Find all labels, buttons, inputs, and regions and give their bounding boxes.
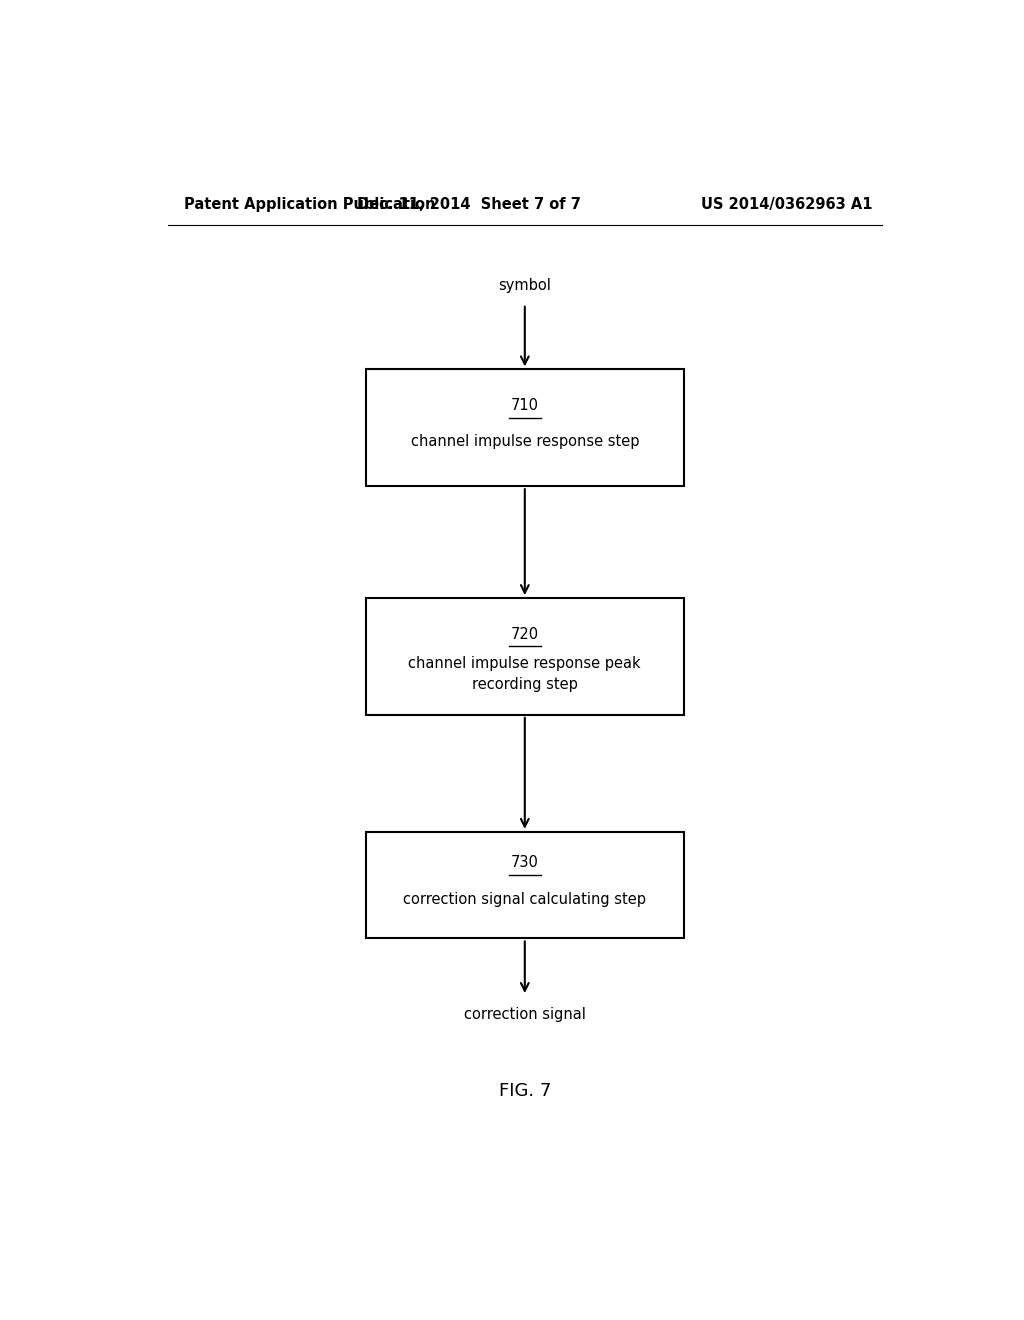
Bar — [367, 598, 684, 715]
Text: 730: 730 — [511, 855, 539, 870]
Text: US 2014/0362963 A1: US 2014/0362963 A1 — [701, 197, 872, 211]
Text: correction signal: correction signal — [464, 1007, 586, 1022]
Bar — [367, 370, 684, 486]
Text: correction signal calculating step: correction signal calculating step — [403, 892, 646, 907]
Text: Dec. 11, 2014  Sheet 7 of 7: Dec. 11, 2014 Sheet 7 of 7 — [357, 197, 582, 211]
Bar — [367, 832, 684, 939]
Text: symbol: symbol — [499, 279, 551, 293]
Text: 710: 710 — [511, 397, 539, 413]
Text: 720: 720 — [511, 627, 539, 642]
Text: channel impulse response peak: channel impulse response peak — [409, 656, 641, 671]
Text: recording step: recording step — [472, 677, 578, 693]
Text: channel impulse response step: channel impulse response step — [411, 434, 639, 450]
Text: Patent Application Publication: Patent Application Publication — [183, 197, 435, 211]
Text: FIG. 7: FIG. 7 — [499, 1082, 551, 1101]
